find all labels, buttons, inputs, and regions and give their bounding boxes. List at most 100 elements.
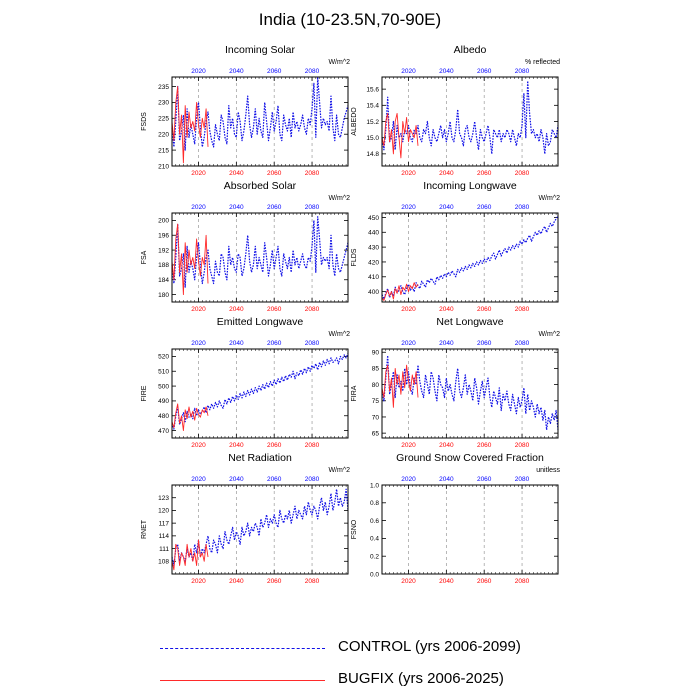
x-tick-label-bottom: 2080 [515,170,530,177]
x-tick-label-bottom: 2060 [267,578,282,585]
plot-frame [381,212,559,303]
x-tick-label-bottom: 2080 [305,306,320,313]
series-line-bugfix [171,223,209,296]
x-tick-label-bottom: 2060 [477,170,492,177]
y-tick-label: 230 [158,100,169,107]
y-tick-label: 220 [158,132,169,139]
y-tick-label: 196 [158,233,169,240]
x-tick-label-top: 2080 [515,204,530,211]
x-tick-label-top: 2080 [305,476,320,483]
x-tick-label-top: 2020 [191,204,206,211]
plot-frame [381,484,559,575]
x-tick-label-bottom: 2020 [191,442,206,449]
x-tick-label-bottom: 2020 [401,170,416,177]
y-tick-label: 215 [158,147,169,154]
series-line-bugfix [171,403,209,432]
x-tick-label-top: 2040 [229,340,244,347]
x-tick-label-top: 2080 [515,476,530,483]
x-tick-label-bottom: 2080 [305,442,320,449]
plot-frame [171,76,349,167]
y-tick-label: 85 [372,366,380,373]
x-tick-label-bottom: 2020 [191,306,206,313]
panel-title: Incoming Solar [225,44,296,56]
series-line-bugfix [381,364,419,408]
x-tick-label-bottom: 2040 [439,306,454,313]
panel-title: Albedo [454,44,487,56]
x-tick-label-top: 2080 [305,204,320,211]
y-tick-label: 520 [158,354,169,361]
x-tick-label-bottom: 2040 [439,170,454,177]
y-tick-label: 0.0 [370,571,379,578]
panel-units: W/m^2 [538,331,560,338]
legend: CONTROL (yrs 2006-2099) BUGFIX (yrs 2006… [160,636,620,696]
panel-title: Net Longwave [436,316,503,328]
x-tick-label-top: 2060 [477,204,492,211]
panel-title: Incoming Longwave [423,180,517,192]
x-tick-label-top: 2060 [267,476,282,483]
panel-title: Emitted Longwave [217,316,304,328]
series-line-control [381,215,559,300]
panel-title: Absorbed Solar [224,180,297,192]
legend-swatch-control [160,648,325,649]
series-line-control [171,216,349,288]
panel-ylabel: FSA [141,250,148,264]
series-line-control [381,354,559,431]
panel-ylabel: FIRE [141,385,148,401]
panel-ylabel: FIRA [351,385,358,401]
y-tick-label: 510 [158,369,169,376]
y-tick-label: 430 [368,244,379,251]
y-tick-label: 490 [158,398,169,405]
x-tick-label-bottom: 2080 [305,170,320,177]
x-tick-label-bottom: 2080 [305,578,320,585]
panel-units: W/m^2 [328,195,350,202]
y-tick-label: 500 [158,383,169,390]
x-tick-label-bottom: 2020 [401,442,416,449]
y-tick-label: 75 [372,398,380,405]
panel-title: Ground Snow Covered Fraction [396,452,544,464]
series-line-control [171,488,349,567]
x-tick-label-bottom: 2060 [477,306,492,313]
x-tick-label-bottom: 2060 [267,306,282,313]
y-tick-label: 470 [158,428,169,435]
panel-units: W/m^2 [538,195,560,202]
panel-ylabel: RNET [141,519,148,539]
x-tick-label-top: 2080 [305,340,320,347]
x-tick-label-top: 2040 [229,476,244,483]
y-tick-label: 117 [159,520,170,527]
x-tick-label-bottom: 2080 [515,578,530,585]
x-tick-label-top: 2040 [439,68,454,75]
y-tick-label: 14.8 [366,151,379,158]
panel-ylabel: FLDS [351,248,358,266]
y-tick-label: 210 [158,163,169,170]
x-tick-label-top: 2060 [477,476,492,483]
x-tick-label-bottom: 2020 [191,170,206,177]
series-line-control [171,76,349,151]
y-tick-label: 450 [368,215,379,222]
x-tick-label-bottom: 2060 [477,578,492,585]
x-tick-label-bottom: 2040 [229,170,244,177]
y-tick-label: 120 [158,508,169,515]
x-tick-label-bottom: 2020 [401,578,416,585]
x-tick-label-bottom: 2040 [439,578,454,585]
y-tick-label: 65 [372,430,380,437]
x-tick-label-bottom: 2040 [229,578,244,585]
panel-units: W/m^2 [328,59,350,66]
x-tick-label-top: 2040 [439,476,454,483]
series-line-bugfix [171,539,209,571]
y-tick-label: 200 [158,218,169,225]
y-tick-label: 123 [158,495,169,502]
plot-frame [381,348,559,439]
y-tick-label: 80 [372,382,380,389]
x-tick-label-bottom: 2040 [439,442,454,449]
panel-units: W/m^2 [328,467,350,474]
x-tick-label-top: 2060 [477,68,492,75]
y-tick-label: 192 [158,247,169,254]
y-tick-label: 480 [158,413,169,420]
y-tick-label: 70 [372,414,380,421]
x-tick-label-bottom: 2060 [477,442,492,449]
y-tick-label: 15.0 [366,135,379,142]
x-tick-label-top: 2080 [515,340,530,347]
series-line-bugfix [381,282,419,301]
legend-swatch-bugfix [160,680,325,681]
panel-units: W/m^2 [328,331,350,338]
